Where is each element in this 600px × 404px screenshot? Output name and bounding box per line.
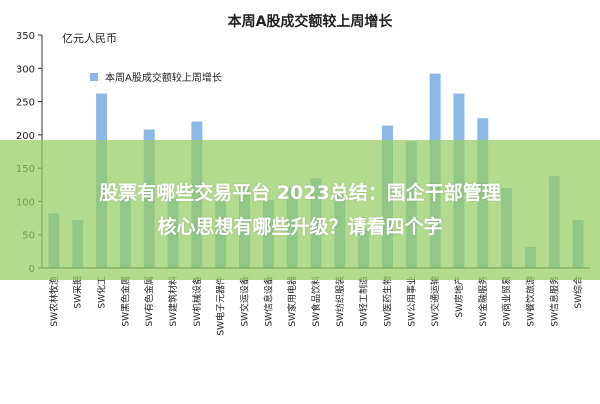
x-tick-label: SW公用事业	[405, 276, 417, 327]
overlay-line-2: 核心思想有哪些升级？请看四个字	[157, 216, 443, 238]
x-tick-label: SW化工	[96, 276, 108, 309]
x-tick-label: SW商业贸易	[501, 276, 513, 327]
x-tick-label: SW建筑材料	[167, 276, 179, 327]
x-tick-label: SW家用电器	[286, 276, 298, 327]
x-tick-label: SW电子元器件	[215, 276, 227, 336]
x-tick-label: SW综合	[572, 276, 584, 309]
x-tick-label: SW食品饮料	[310, 276, 322, 327]
y-tick-label: 350	[16, 31, 35, 42]
overlay-line-1: 股票有哪些交易平台 2023总结：国企干部管理	[99, 182, 501, 204]
x-tick-label: SW信息设备	[262, 276, 274, 327]
x-tick-label: SW采掘	[72, 276, 84, 309]
legend: 本周A股成交额较上周增长	[90, 71, 222, 84]
x-tick-label: SW农林牧渔	[48, 276, 60, 327]
x-tick-label: SW金融服务	[477, 276, 489, 327]
chart-title: 本周A股成交额较上周增长	[228, 13, 394, 30]
legend-label: 本周A股成交额较上周增长	[105, 71, 222, 84]
x-tick-label: SW轻工制造	[358, 276, 370, 327]
x-tick-label: SW餐饮旅游	[524, 276, 536, 327]
y-tick-label: 200	[16, 131, 35, 142]
x-tick-label: SW有色金属	[143, 276, 155, 327]
x-tick-label: SW医药生物	[381, 276, 393, 327]
x-tick-label: SW机械设备	[191, 276, 203, 327]
x-tick-label: SW信息服务	[548, 276, 560, 327]
y-tick-label: 300	[16, 64, 35, 75]
x-tick-label: SW纺织服装	[334, 276, 346, 327]
y-tick-label: 250	[16, 98, 35, 109]
x-tick-label: SW交通运输	[429, 276, 441, 327]
x-tick-label: SW交运设备	[239, 276, 251, 327]
overlay-banner: 股票有哪些交易平台 2023总结：国企干部管理 核心思想有哪些升级？请看四个字	[0, 140, 600, 280]
y-axis-label: 亿元人民币	[62, 32, 117, 45]
legend-swatch	[90, 73, 98, 81]
x-tick-label: SW房地产	[453, 276, 465, 318]
x-tick-label: SW黑色金属	[119, 276, 131, 327]
